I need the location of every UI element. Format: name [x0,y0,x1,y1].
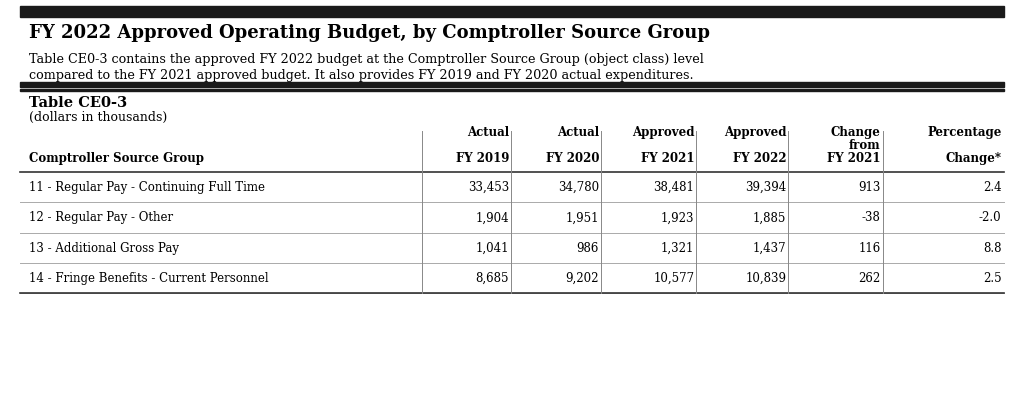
Text: 1,904: 1,904 [475,211,509,224]
Text: 39,394: 39,394 [745,181,786,194]
Text: 34,780: 34,780 [558,181,599,194]
Text: 2.5: 2.5 [983,272,1001,285]
Text: 10,577: 10,577 [653,272,694,285]
Text: 14 - Fringe Benefits - Current Personnel: 14 - Fringe Benefits - Current Personnel [29,272,268,285]
Text: 12 - Regular Pay - Other: 12 - Regular Pay - Other [29,211,173,224]
Text: 2.4: 2.4 [983,181,1001,194]
Text: 1,951: 1,951 [565,211,599,224]
Text: FY 2021: FY 2021 [641,152,694,165]
Bar [20,89,1004,91]
Text: Actual: Actual [557,126,599,139]
Text: FY 2019: FY 2019 [456,152,509,165]
Text: Approved: Approved [632,126,694,139]
Text: 13 - Additional Gross Pay: 13 - Additional Gross Pay [29,242,178,255]
Text: 38,481: 38,481 [653,181,694,194]
Text: 8.8: 8.8 [983,242,1001,255]
Text: 33,453: 33,453 [468,181,509,194]
Text: 9,202: 9,202 [565,272,599,285]
Text: 913: 913 [858,181,881,194]
Text: 1,885: 1,885 [753,211,786,224]
Text: Approved: Approved [724,126,786,139]
Text: -2.0: -2.0 [979,211,1001,224]
Text: 986: 986 [577,242,599,255]
Text: 1,437: 1,437 [753,242,786,255]
Text: 8,685: 8,685 [475,272,509,285]
Text: FY 2021: FY 2021 [827,152,881,165]
Text: FY 2022: FY 2022 [733,152,786,165]
Text: compared to the FY 2021 approved budget. It also provides FY 2019 and FY 2020 ac: compared to the FY 2021 approved budget.… [29,69,693,82]
Text: 1,923: 1,923 [660,211,694,224]
Text: 1,321: 1,321 [660,242,694,255]
Text: 262: 262 [858,272,881,285]
Text: Comptroller Source Group: Comptroller Source Group [29,152,204,165]
Text: Actual: Actual [467,126,509,139]
Text: Percentage: Percentage [927,126,1001,139]
Text: -38: -38 [862,211,881,224]
Text: FY 2020: FY 2020 [546,152,599,165]
Text: FY 2022 Approved Operating Budget, by Comptroller Source Group: FY 2022 Approved Operating Budget, by Co… [29,24,710,42]
Text: from: from [849,139,881,152]
Text: 11 - Regular Pay - Continuing Full Time: 11 - Regular Pay - Continuing Full Time [29,181,264,194]
Text: 10,839: 10,839 [745,272,786,285]
Text: Table CE0-3: Table CE0-3 [29,96,127,110]
Text: 1,041: 1,041 [475,242,509,255]
Text: 116: 116 [858,242,881,255]
Bar [20,82,1004,87]
Bar [20,6,1004,17]
Text: Change: Change [830,126,881,139]
Text: (dollars in thousands): (dollars in thousands) [29,111,167,124]
Text: Change*: Change* [945,152,1001,165]
Text: Table CE0-3 contains the approved FY 2022 budget at the Comptroller Source Group: Table CE0-3 contains the approved FY 202… [29,53,703,66]
